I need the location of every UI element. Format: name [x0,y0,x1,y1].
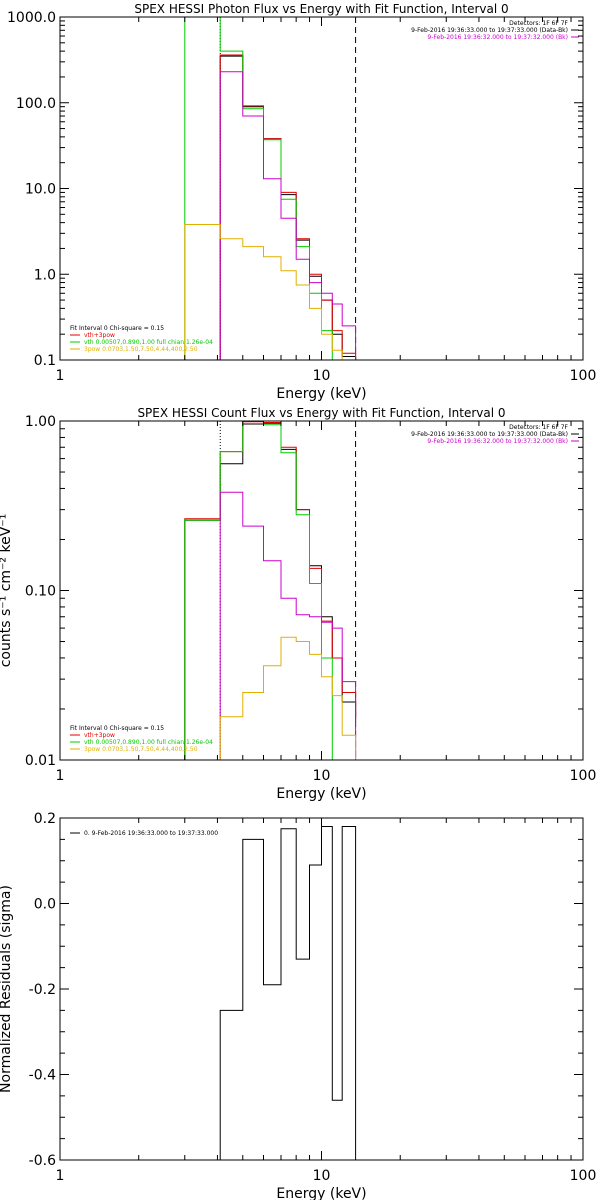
chart-panel-1: SPEX HESSI Photon Flux vs Energy with Fi… [7,2,596,402]
info-label: Detectors: 1F 6F 7F [509,424,568,431]
y-tick-label: 1000.0 [7,10,56,26]
series-line-4 [219,71,357,360]
y-tick-label: 1.00 [25,414,56,430]
y-tick-label: 0.1 [34,353,56,369]
x-tick-label: 10 [313,1168,331,1184]
y-tick-label: -0.2 [29,982,56,998]
series-line-2 [184,421,357,760]
info-label: 9-Feb-2016 19:36:33.000 to 19:37:33.000 … [411,431,568,438]
info-label: 9-Feb-2016 19:36:33.000 to 19:37:33.000 … [411,27,568,34]
x-tick-label: 100 [570,368,597,384]
x-tick-label: 1 [56,368,65,384]
y-tick-label: -0.6 [29,1153,56,1169]
chart-panel-3: 1 10 100 -0.6 -0.4 -0.2 0.0 0.2 Energy (keV) Norm… [0,811,596,1200]
chart-title: SPEX HESSI Count Flux vs Energy with Fit… [137,406,505,420]
y-tick-label: 0.2 [34,811,56,827]
info-label: Detectors: 1F 6F 7F [509,20,568,27]
info-label: 9-Feb-2016 19:36:32.000 to 19:37:32.000 … [427,438,568,445]
legend-label: vth+3pow [84,732,115,739]
y-tick-label: 0.10 [25,584,56,600]
legend-label: Fit Interval 0 Chi-square = 0.15 [70,325,164,332]
x-tick-label: 1 [56,768,65,784]
series-line-5 [219,636,357,760]
y-tick-label: 0.0 [34,897,56,913]
x-tick-label: 10 [313,368,331,384]
legend-label: 3pow 0.0703,1.50,7.50,4.44,400,2.50 [84,746,198,753]
series-line-1 [219,826,357,1160]
y-axis-label: Normalized Residuals (sigma) [0,885,14,1093]
x-tick-label: 100 [570,1168,597,1184]
y-tick-label: 0.01 [25,753,56,769]
y-tick-label: -0.4 [29,1068,56,1084]
legend-label: vth 0.00507,0.890,1.00 full chian 1.26e-… [84,739,213,746]
x-tick-label: 1 [56,1168,65,1184]
y-tick-label: 100.0 [16,96,56,112]
series-line-3 [184,421,356,760]
series-line-1 [219,55,357,360]
series-line-3 [184,17,356,360]
plot-frame [59,817,584,1161]
legend-label: 3pow 0.0703,1.50,7.50,4.44,400,2.50 [84,346,198,353]
x-axis-label: Energy (keV) [276,1186,366,1200]
x-tick-label: 10 [313,768,331,784]
legend-label: vth+3pow [84,332,115,339]
info-label: 9-Feb-2016 19:36:32.000 to 19:37:32.000 … [427,34,568,41]
legend-label: Fit Interval 0 Chi-square = 0.15 [70,725,164,732]
series-line-2 [219,54,357,360]
chart-title: SPEX HESSI Photon Flux vs Energy with Fi… [134,2,508,16]
y-tick-label: 10.0 [25,182,56,198]
x-axis-label: Energy (keV) [276,386,366,402]
legend-label: vth 0.00507,0.890,1.00 full chian 1.26e-… [84,339,213,346]
series-line-5 [184,224,356,360]
series-line-1 [184,422,357,760]
chart-panel-2: SPEX HESSI Count Flux vs Energy with Fit… [0,406,596,802]
x-tick-label: 100 [570,768,597,784]
y-axis-label: counts s⁻¹ cm⁻² keV⁻¹ [0,514,14,668]
y-tick-label: 1.0 [34,267,56,283]
legend-label: 0. 9-Feb-2016 19:36:33.000 to 19:37:33.0… [84,830,218,837]
x-axis-label: Energy (keV) [276,786,366,802]
series-line-4 [219,491,357,760]
